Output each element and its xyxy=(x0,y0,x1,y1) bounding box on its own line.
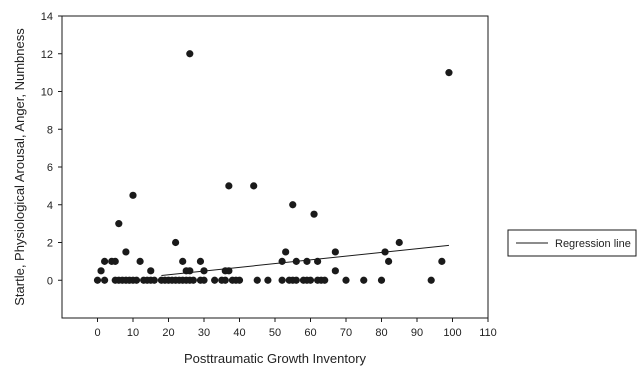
data-point xyxy=(115,220,123,228)
plot-area-frame xyxy=(61,15,489,319)
data-point xyxy=(101,257,109,265)
y-tick-label: 6 xyxy=(47,162,53,174)
data-point xyxy=(282,248,290,256)
data-point xyxy=(445,69,453,77)
data-point xyxy=(200,276,208,284)
x-axis-title: Posttraumatic Growth Inventory xyxy=(184,351,367,366)
x-tick-label: 30 xyxy=(198,327,210,339)
data-point xyxy=(292,276,300,284)
y-tick-label: 0 xyxy=(47,275,53,287)
y-tick-label: 12 xyxy=(41,49,53,61)
data-point xyxy=(360,276,368,284)
data-point xyxy=(310,210,318,218)
data-point xyxy=(395,238,403,247)
data-point xyxy=(331,267,339,275)
x-tick-label: 40 xyxy=(233,327,245,339)
data-point xyxy=(111,257,119,265)
y-axis: 0 2 4 6 8 10 12 14 xyxy=(41,11,62,287)
x-tick-label: 50 xyxy=(269,327,281,339)
data-point xyxy=(264,276,272,284)
x-tick-label: 70 xyxy=(340,327,352,339)
data-point xyxy=(97,267,105,275)
data-point xyxy=(250,182,258,190)
data-point xyxy=(136,257,144,265)
data-point xyxy=(211,276,219,284)
data-point xyxy=(150,276,158,284)
y-axis-title: Startle, Physiological Arousal, Anger, N… xyxy=(12,28,27,306)
data-point xyxy=(225,182,233,190)
data-point xyxy=(179,257,187,265)
data-point xyxy=(196,257,205,265)
y-tick-label: 10 xyxy=(41,87,53,99)
data-point xyxy=(221,276,229,284)
legend: Regression line xyxy=(507,229,637,257)
data-point xyxy=(377,276,386,284)
y-tick-label: 14 xyxy=(41,11,53,23)
data-points xyxy=(93,50,453,284)
data-point xyxy=(438,257,446,265)
data-point xyxy=(235,276,244,284)
legend-box xyxy=(507,229,637,257)
data-point xyxy=(189,276,197,284)
data-point xyxy=(385,257,393,265)
data-point xyxy=(147,267,155,275)
legend-label-regression: Regression line xyxy=(555,238,631,250)
data-point xyxy=(93,276,102,284)
data-point xyxy=(186,267,194,275)
x-tick-label: 110 xyxy=(479,327,497,339)
data-point xyxy=(289,201,297,209)
data-point xyxy=(278,276,286,284)
data-point xyxy=(342,276,350,284)
x-tick-label: 100 xyxy=(443,327,461,339)
y-tick-label: 2 xyxy=(47,238,53,250)
x-tick-label: 10 xyxy=(127,327,139,339)
data-point xyxy=(331,248,339,256)
data-point xyxy=(321,276,329,284)
x-tick-label: 60 xyxy=(304,327,316,339)
data-point xyxy=(306,276,315,284)
data-point xyxy=(278,257,286,265)
x-tick-label: 80 xyxy=(375,327,387,339)
data-point xyxy=(132,276,141,284)
data-point xyxy=(253,276,261,284)
x-tick-label: 0 xyxy=(94,327,100,339)
data-point xyxy=(427,276,435,284)
data-point xyxy=(303,257,311,265)
data-point xyxy=(186,50,194,58)
data-point xyxy=(172,238,180,247)
data-point xyxy=(101,276,109,284)
y-tick-label: 4 xyxy=(47,200,53,212)
regression-line xyxy=(161,244,450,277)
data-point xyxy=(129,191,137,199)
x-tick-label: 90 xyxy=(411,327,423,339)
y-tick-label: 8 xyxy=(47,124,53,136)
regression-line-group xyxy=(161,244,450,277)
x-axis: 0 10 20 30 40 50 60 70 80 90 100 110 xyxy=(94,318,497,339)
x-tick-label: 20 xyxy=(162,327,174,339)
data-point xyxy=(122,248,130,256)
